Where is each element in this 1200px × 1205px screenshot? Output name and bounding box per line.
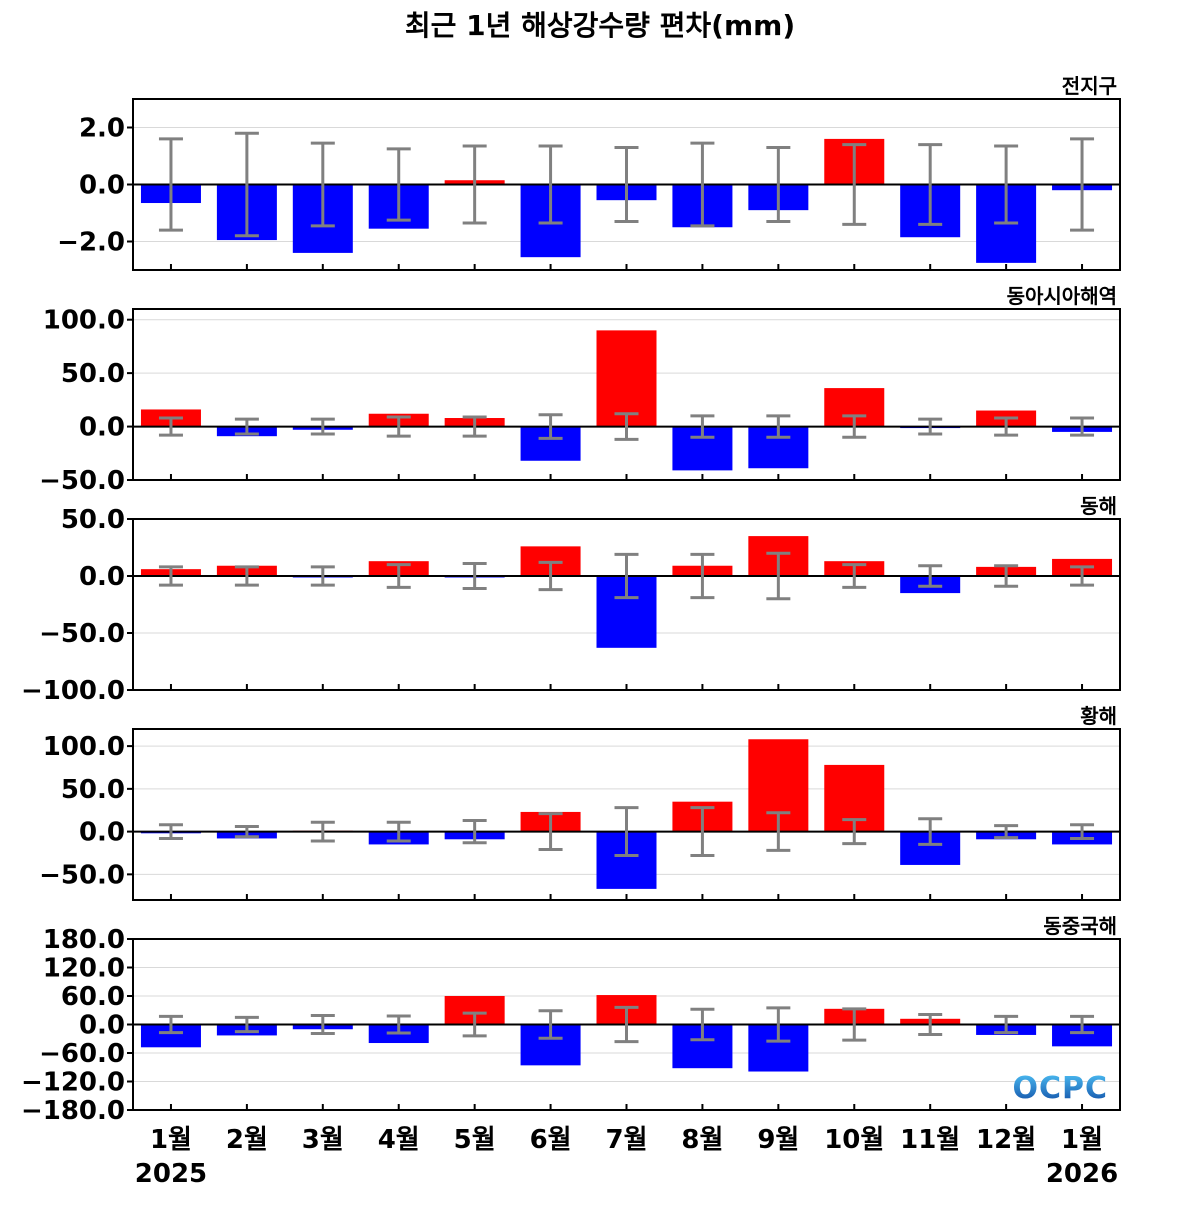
- x-tick-label: 9월: [757, 1125, 799, 1155]
- y-tick-label: 0.0: [79, 562, 125, 592]
- y-tick-label: 0.0: [79, 413, 125, 443]
- panel-3: −100.0 −50.0 0.0 50.0 동해: [21, 494, 1121, 706]
- panel-1: −2.0 0.0 2.0 전지구: [57, 74, 1121, 271]
- x-tick-label: 5월: [454, 1125, 496, 1155]
- bar: [596, 330, 657, 427]
- y-tick-label: 50.0: [61, 505, 125, 535]
- panel-label: 동아시아해역: [1007, 284, 1117, 308]
- y-tick-label: −120.0: [21, 1068, 125, 1098]
- panel-label: 동중국해: [1043, 914, 1117, 938]
- panel-label: 동해: [1080, 494, 1117, 518]
- x-tick-label: 8월: [681, 1125, 723, 1155]
- x-tick-label: 11월: [900, 1125, 960, 1155]
- bar: [140, 1024, 201, 1048]
- y-tick-label: 0.0: [79, 818, 125, 848]
- y-tick-label: 50.0: [61, 359, 125, 389]
- x-tick-label: 7월: [605, 1125, 647, 1155]
- y-tick-label: 100.0: [43, 732, 125, 762]
- y-tick-label: 180.0: [43, 925, 125, 955]
- y-tick-label: 0.0: [79, 171, 125, 201]
- panel-2: −50.0 0.0 50.0 100.0 동아시아해역: [39, 284, 1121, 496]
- y-tick-label: 100.0: [43, 306, 125, 336]
- y-tick-label: −100.0: [21, 676, 125, 706]
- y-tick-label: 50.0: [61, 775, 125, 805]
- panel-label: 전지구: [1062, 74, 1117, 98]
- y-tick-label: −50.0: [39, 860, 125, 890]
- year-label-start: 2025: [135, 1159, 207, 1189]
- x-tick-label: 12월: [976, 1125, 1036, 1155]
- x-tick-label: 2월: [226, 1125, 268, 1155]
- y-tick-label: 0.0: [79, 1011, 125, 1041]
- y-tick-label: 2.0: [79, 114, 125, 144]
- bar: [1052, 1024, 1113, 1047]
- x-tick-label: 10월: [824, 1125, 884, 1155]
- y-tick-label: −50.0: [39, 619, 125, 649]
- x-tick-label: 1월: [1061, 1125, 1103, 1155]
- y-tick-label: 120.0: [43, 954, 125, 984]
- y-tick-label: −60.0: [39, 1039, 125, 1069]
- panel-4: −50.0 0.0 50.0 100.0 황해: [39, 704, 1121, 901]
- ocpc-logo: OCPC: [1012, 1071, 1108, 1106]
- x-tick-label: 3월: [302, 1125, 344, 1155]
- x-tick-label: 1월: [150, 1125, 192, 1155]
- year-label-end: 2026: [1046, 1159, 1118, 1189]
- x-tick-label: 6월: [530, 1125, 572, 1155]
- panel-label: 황해: [1080, 704, 1117, 728]
- y-tick-label: −2.0: [57, 228, 125, 258]
- chart-title: 최근 1년 해상강수량 편차(mm): [404, 9, 796, 42]
- y-tick-label: −180.0: [21, 1096, 125, 1126]
- x-tick-label: 4월: [378, 1125, 420, 1155]
- y-tick-label: 60.0: [61, 982, 125, 1012]
- y-tick-label: −50.0: [39, 466, 125, 496]
